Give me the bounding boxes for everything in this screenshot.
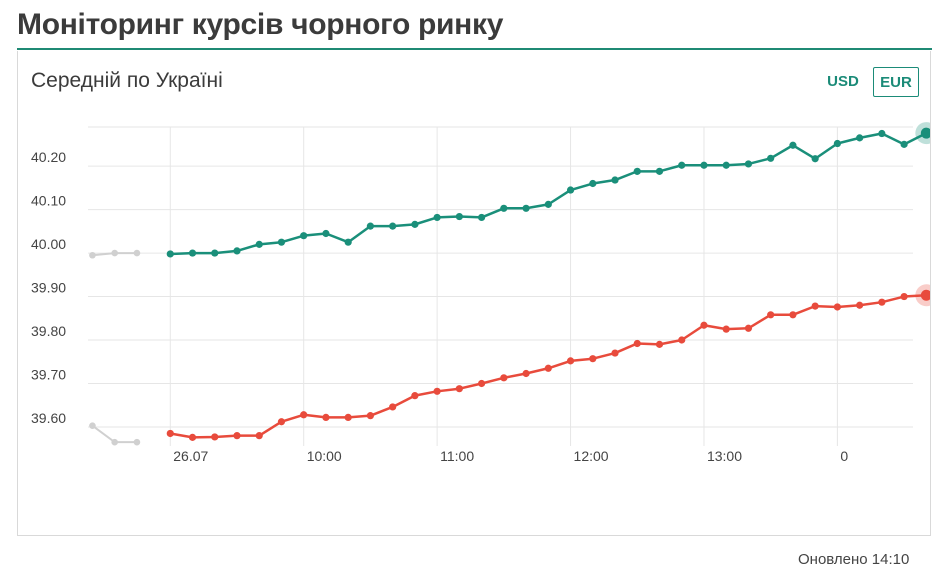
page-title: Моніторинг курсів чорного ринку xyxy=(17,8,504,41)
buy-rate-point xyxy=(277,418,286,426)
sell-rate-point xyxy=(655,167,664,175)
buy-rate-point xyxy=(767,311,775,319)
sell-rate-line xyxy=(170,131,927,256)
buy-rate-point xyxy=(744,324,753,332)
sell-rate-point xyxy=(389,222,397,230)
buy-rate-point xyxy=(255,432,263,440)
sell-rate-point xyxy=(255,240,263,248)
buy-rate-point xyxy=(833,303,841,311)
x-tick-label: 12:00 xyxy=(574,448,609,464)
x-tick-label: 26.07 xyxy=(173,448,208,464)
buy-rate-point xyxy=(344,413,352,421)
previous-day-point xyxy=(133,249,141,257)
sell-rate-point xyxy=(277,238,286,246)
previous-day-point xyxy=(89,251,96,259)
buy-rate-point xyxy=(211,433,219,441)
y-tick-label: 39.90 xyxy=(31,280,66,296)
buy-rate-point xyxy=(678,336,686,344)
x-tick-label: 13:00 xyxy=(707,448,742,464)
previous-day-point xyxy=(111,438,118,446)
sell-rate-point xyxy=(611,176,619,184)
sell-rate-point xyxy=(455,212,463,221)
sell-rate-point xyxy=(344,238,352,246)
buy-rate-point xyxy=(188,433,197,441)
sell-rate-point xyxy=(411,220,419,228)
rate-chart[interactable]: 39.60 39.70 39.80 39.90 40.00 40.10 40.20 26.07… xyxy=(18,51,930,536)
updated-timestamp: Оновлено 14:10 xyxy=(798,551,910,568)
sell-rate-point xyxy=(767,154,775,162)
sell-rate-point xyxy=(678,161,686,169)
sell-rate-point xyxy=(722,161,730,169)
buy-rate-point xyxy=(900,292,908,301)
sell-rate-point xyxy=(744,160,753,168)
buy-rate-point xyxy=(655,340,664,348)
sell-rate-point xyxy=(700,161,708,169)
chart-card: Середній по Україні USD EUR 39.60 39.70 39… xyxy=(17,51,931,568)
buy-rate-point xyxy=(233,432,241,440)
previous-day-point xyxy=(111,249,118,257)
sell-rate-point xyxy=(477,213,486,222)
buy-rate-point xyxy=(633,339,641,348)
sell-rate-point xyxy=(833,139,841,148)
card-title: Середній по Україні xyxy=(31,69,223,92)
previous-day-point xyxy=(133,438,141,446)
buy-rate-point xyxy=(856,301,864,309)
buy-rate-point xyxy=(544,364,552,372)
previous-day-point xyxy=(89,422,96,429)
buy-rate-point xyxy=(366,412,375,420)
buy-rate-point xyxy=(300,411,308,419)
y-tick-label: 39.70 xyxy=(31,366,66,382)
buy-rate-point xyxy=(477,379,486,388)
y-tick-label: 40.20 xyxy=(31,149,66,165)
sell-rate-point xyxy=(322,229,330,238)
sell-rate-point xyxy=(544,200,552,208)
buy-rate-point xyxy=(589,355,597,363)
buy-rate-point xyxy=(611,349,619,357)
sell-rate-point xyxy=(211,249,219,257)
sell-rate-point xyxy=(633,167,641,175)
x-tick-label: 10:00 xyxy=(307,448,342,464)
buy-rate-point xyxy=(166,429,174,438)
sell-rate-point xyxy=(856,134,864,142)
sell-rate-point xyxy=(300,232,308,240)
buy-rate-point xyxy=(522,369,530,378)
sell-rate-point xyxy=(366,222,375,230)
y-tick-label: 39.60 xyxy=(31,410,66,426)
sell-rate-point xyxy=(566,186,575,194)
usd-toggle-button[interactable]: USD xyxy=(827,73,859,90)
buy-rate-point xyxy=(500,374,508,382)
buy-rate-point xyxy=(389,403,397,411)
sell-rate-point xyxy=(789,141,797,149)
y-tick-label: 40.10 xyxy=(31,193,66,209)
buy-rate-point xyxy=(455,385,463,393)
sell-rate-point xyxy=(188,249,197,257)
buy-rate-point xyxy=(411,392,419,400)
sell-rate-point xyxy=(522,204,530,212)
buy-rate-point xyxy=(433,387,441,395)
buy-rate-point xyxy=(700,321,708,329)
buy-rate-point xyxy=(566,357,575,365)
y-tick-label: 40.00 xyxy=(31,236,66,252)
buy-rate-point xyxy=(322,413,330,421)
buy-rate-point xyxy=(789,311,797,319)
buy-rate-latest-point xyxy=(920,289,930,301)
sell-rate-point xyxy=(878,129,886,138)
title-divider xyxy=(17,48,932,50)
sell-rate-point xyxy=(433,213,441,222)
x-tick-label: 11:00 xyxy=(440,448,474,464)
sell-rate-point xyxy=(811,155,819,163)
x-tick-label: 0 xyxy=(840,448,848,464)
sell-rate-point xyxy=(166,250,174,258)
buy-rate-point xyxy=(878,298,886,306)
sell-rate-point xyxy=(900,140,908,148)
y-tick-label: 39.80 xyxy=(31,323,66,339)
sell-rate-point xyxy=(233,247,241,255)
sell-rate-latest-point xyxy=(920,127,930,139)
sell-rate-point xyxy=(500,204,508,212)
eur-toggle-button[interactable]: EUR xyxy=(873,67,919,97)
sell-rate-point xyxy=(589,179,597,188)
buy-rate-point xyxy=(811,302,819,310)
buy-rate-point xyxy=(722,325,730,333)
